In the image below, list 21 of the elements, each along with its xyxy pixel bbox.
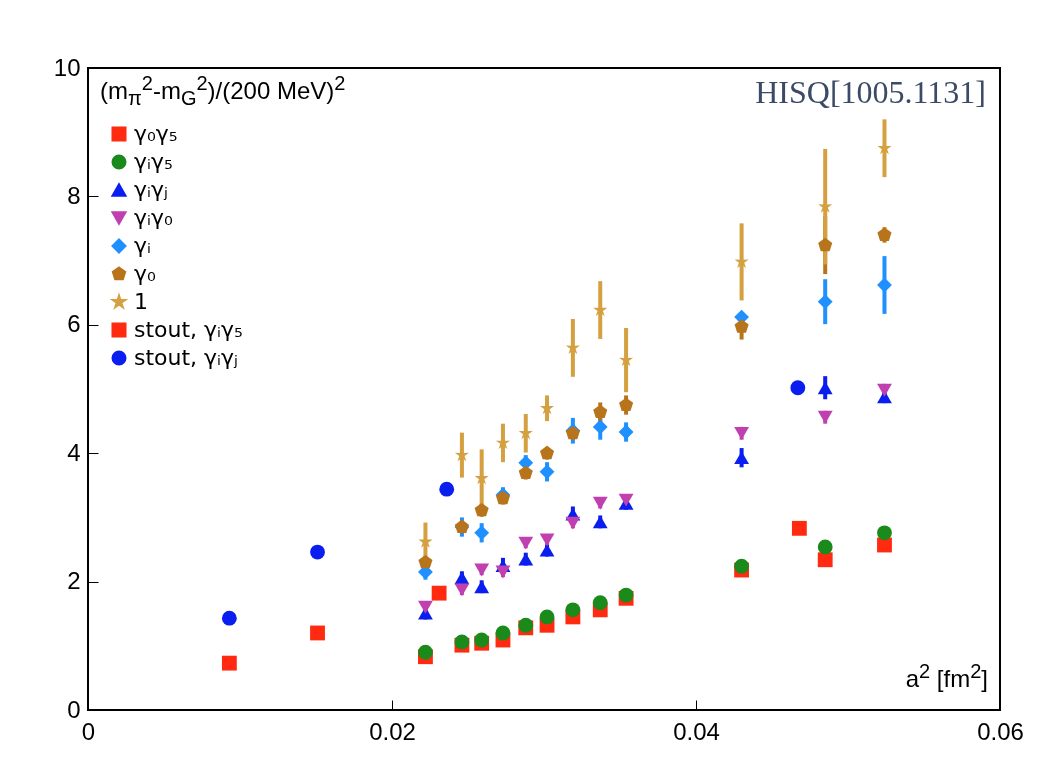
x-tick-label: 0.02 [369, 717, 416, 745]
y-tick-label: 0 [67, 695, 81, 723]
y-tick-label: 8 [67, 181, 81, 209]
annotation: HISQ[1005.1131] [755, 74, 986, 111]
legend-label: 1 [134, 289, 148, 314]
legend-label: γᵢγ₀ [134, 205, 173, 230]
y-axis-title: (m$_{π}$$^{2}$-m$_{G}$$^{2}$)/(200 MeV)$^{2}$ [100, 72, 346, 110]
y-tick-label: 10 [53, 53, 81, 81]
x-axis-title: a$^{2}$ [fm$^{2}$] [905, 660, 988, 693]
y-tick-label: 4 [67, 438, 81, 466]
legend-label: stout, γᵢγ₅ [134, 317, 243, 342]
legend-label: stout, γᵢγⱼ [134, 345, 238, 370]
y-tick-label: 2 [67, 567, 81, 595]
x-tick-label: 0.06 [977, 717, 1024, 745]
legend-label: γᵢγⱼ [134, 177, 168, 202]
legend-label: γ₀ [134, 261, 157, 286]
legend-label: γᵢ [134, 233, 151, 258]
legend-label: γ₀γ₅ [134, 121, 178, 146]
y-tick-label: 6 [67, 310, 81, 338]
x-tick-label: 0.04 [673, 717, 720, 745]
legend-label: γᵢγ₅ [134, 149, 173, 174]
